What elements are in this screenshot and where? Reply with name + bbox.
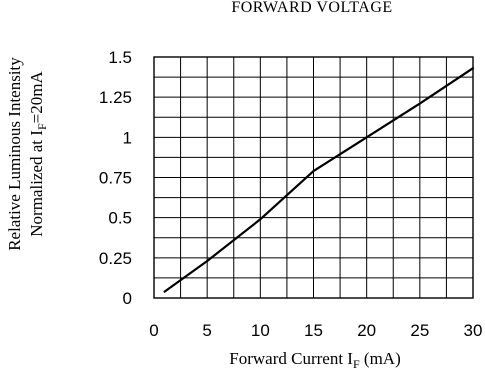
grid-lines bbox=[154, 57, 473, 298]
x-tick-label: 0 bbox=[149, 321, 158, 340]
y-axis-label: Relative Luminous Intensity Normalized a… bbox=[5, 57, 49, 251]
x-tick-label: 25 bbox=[410, 321, 429, 340]
y-tick-label: 0.5 bbox=[108, 209, 132, 228]
y-axis-tick-labels: 0 0.25 0.5 0.75 1 1.25 1.5 bbox=[99, 48, 132, 308]
y-axis-label-line2-main: Normalized at I bbox=[27, 130, 46, 237]
y-tick-label: 1 bbox=[123, 128, 132, 147]
x-tick-label: 20 bbox=[357, 321, 376, 340]
x-tick-label: 10 bbox=[251, 321, 270, 340]
y-tick-label: 1.5 bbox=[108, 48, 132, 67]
y-axis-label-line2: Normalized at IF=20mA bbox=[27, 71, 49, 237]
y-tick-label: 0 bbox=[123, 289, 132, 308]
x-axis-label-subscript: F bbox=[353, 357, 360, 369]
x-axis-label: Forward Current IF (mA) bbox=[229, 349, 400, 369]
x-tick-label: 15 bbox=[304, 321, 323, 340]
x-axis-label-main: Forward Current I bbox=[229, 349, 353, 368]
y-tick-label: 0.75 bbox=[99, 169, 132, 188]
series-group bbox=[163, 67, 475, 293]
plot-area-frame bbox=[153, 56, 474, 299]
y-axis-label-line1: Relative Luminous Intensity bbox=[5, 57, 24, 251]
chart-title: FORWARD VOLTAGE bbox=[231, 0, 392, 16]
y-axis-label-line2-subscript: F bbox=[35, 123, 49, 130]
x-axis-label-suffix: (mA) bbox=[360, 349, 401, 368]
series-line-0 bbox=[163, 67, 475, 293]
x-axis-tick-labels: 0 5 10 15 20 25 30 bbox=[149, 321, 482, 340]
y-tick-label: 0.25 bbox=[99, 249, 132, 268]
x-tick-label: 30 bbox=[464, 321, 483, 340]
y-tick-label: 1.25 bbox=[99, 88, 132, 107]
y-axis-label-line2-suffix: =20mA bbox=[27, 71, 46, 124]
x-tick-label: 5 bbox=[202, 321, 211, 340]
